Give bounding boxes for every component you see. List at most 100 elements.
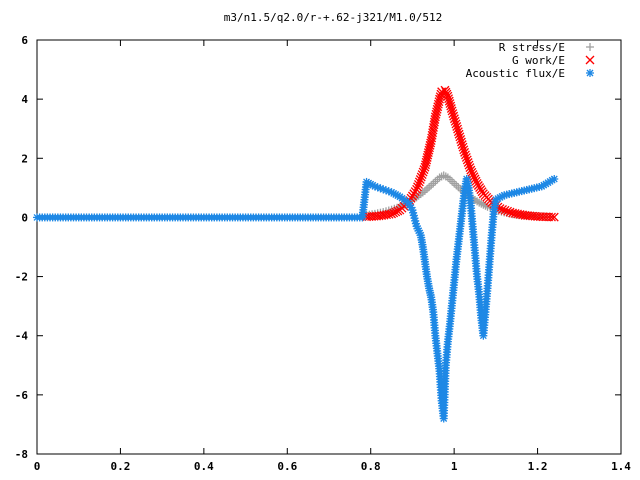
g-work-point (447, 106, 457, 116)
g-work-point (455, 132, 465, 142)
r-stress-point (450, 179, 459, 188)
g-work-point (456, 137, 466, 147)
x-tick-label: 0.6 (277, 460, 297, 473)
g-work-point (465, 163, 475, 173)
g-work-point (418, 167, 428, 177)
x-tick-label: 1.4 (611, 460, 631, 473)
g-work-point (549, 212, 559, 222)
g-work-point (503, 206, 512, 216)
g-work-point (500, 205, 510, 215)
g-work-point (430, 112, 440, 122)
g-work-point (433, 102, 443, 112)
r-stress-point (452, 181, 461, 190)
g-work-point (471, 176, 481, 186)
g-work-point (448, 109, 458, 119)
legend-label-r-stress: R stress/E (499, 41, 565, 54)
acoustic-flux-point (382, 186, 391, 195)
r-stress-point (431, 177, 440, 186)
legend-marker (586, 43, 594, 51)
y-tick-label: -2 (15, 271, 28, 284)
g-work-point (445, 99, 455, 109)
x-axis: 0 0.2 0.4 0.6 0.8 1 1.2 1.4 (34, 40, 631, 473)
legend-marker (586, 69, 594, 77)
y-tick-label: -8 (15, 448, 28, 461)
g-work-point (464, 160, 474, 170)
g-work-point (462, 155, 472, 165)
g-work-point (414, 177, 424, 187)
g-work-point (457, 140, 467, 150)
g-work-point (434, 97, 444, 107)
r-stress-point (546, 212, 555, 221)
r-stress-point (435, 173, 444, 182)
g-work-point (460, 147, 470, 157)
x-tick-label: 1 (451, 460, 458, 473)
y-axis: 6 4 2 0 -2 -4 -6 -8 (15, 34, 621, 461)
g-work-point (416, 172, 426, 182)
r-stress-point (429, 179, 438, 188)
series-3 (33, 174, 559, 423)
g-work-point (443, 91, 453, 101)
y-tick-label: 4 (21, 93, 28, 106)
g-work-point (461, 152, 471, 162)
x-tick-label: 0.2 (110, 460, 130, 473)
g-work-point (498, 204, 507, 214)
g-work-point (412, 184, 422, 194)
x-tick-label: 0.8 (361, 460, 381, 473)
g-work-point (466, 165, 476, 175)
chart-title: m3/n1.5/q2.0/r-+.62-j321/M1.0/512 (224, 11, 443, 24)
g-work-point (469, 172, 479, 182)
g-work-point (456, 134, 466, 144)
g-work-point (444, 94, 454, 104)
g-work-point (431, 109, 441, 119)
r-stress-point (425, 183, 434, 192)
legend-label-acoustic-flux: Acoustic flux/E (466, 67, 565, 80)
g-work-point (432, 104, 442, 114)
y-tick-label: 2 (21, 152, 28, 165)
g-work-point (413, 182, 422, 192)
g-work-point (435, 92, 445, 102)
plot-frame (36, 39, 622, 455)
r-stress-point (439, 171, 448, 180)
legend: R stress/E G work/E Acoustic flux/E (466, 41, 595, 80)
g-work-point (446, 104, 456, 113)
r-stress-point (448, 177, 457, 186)
g-work-point (452, 122, 462, 131)
g-work-point (470, 174, 480, 184)
g-work-point (415, 175, 425, 184)
g-work-point (419, 165, 429, 175)
y-tick-label: -4 (15, 330, 29, 343)
y-tick-label: 6 (21, 34, 28, 47)
r-stress-point (443, 173, 452, 182)
x-tick-label: 1.2 (528, 460, 548, 473)
g-work-point (453, 127, 463, 137)
g-work-point (461, 150, 470, 160)
g-work-point (433, 99, 443, 109)
r-stress-point (427, 181, 436, 190)
g-work-point (432, 107, 442, 117)
g-work-point (453, 124, 462, 134)
g-work-point (444, 96, 454, 106)
x-tick-label: 0.4 (194, 460, 214, 473)
g-work-point (458, 142, 468, 152)
g-work-point (459, 145, 469, 155)
g-work-point (446, 101, 456, 111)
g-work-point (547, 212, 556, 222)
g-work-point (463, 158, 473, 167)
legend-label-g-work: G work/E (512, 54, 565, 67)
x-tick-label: 0 (34, 460, 41, 473)
acoustic-flux-point (550, 174, 559, 183)
g-work-point (417, 170, 427, 180)
g-work-point (413, 179, 423, 189)
legend-marker (585, 55, 595, 65)
y-tick-label: 0 (21, 211, 28, 224)
g-work-point (468, 170, 478, 180)
series-layer (33, 85, 559, 423)
g-work-point (454, 129, 464, 139)
g-work-point (449, 114, 459, 124)
y-tick-label: -6 (15, 389, 29, 402)
g-work-point (450, 116, 460, 126)
g-work-point (449, 111, 459, 121)
g-work-point (393, 206, 403, 216)
g-work-point (467, 167, 477, 177)
